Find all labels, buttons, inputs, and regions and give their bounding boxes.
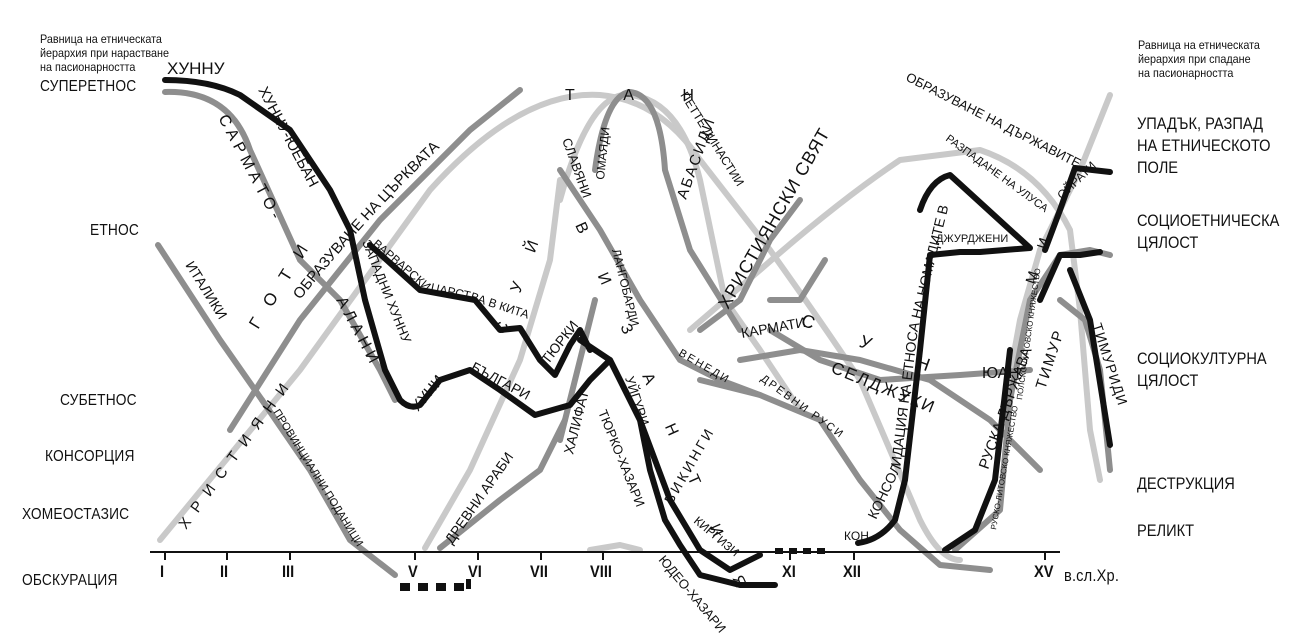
level-sotsiokulturna: СОЦИОКУЛТУРНА ЦЯЛОСТ (1137, 348, 1267, 392)
century-label: I (160, 562, 165, 581)
label-timur: ТИМУР (1033, 327, 1068, 391)
curve-ruska-black (942, 347, 1013, 553)
curve-sarmato-alani (162, 88, 398, 403)
label-suyi: С У Й (491, 225, 547, 337)
axis-ticks (164, 552, 1046, 560)
note-growth-line: Равница на етническата (40, 32, 162, 46)
label-hunnu: ХУННУ (167, 59, 225, 78)
curve-timuridi-black (1067, 267, 1113, 448)
level-upadak-line: НА ЕТНИЧЕСКОТО (1137, 136, 1271, 155)
curve-uyguri (577, 337, 763, 573)
century-label: VIII (590, 562, 612, 581)
curve-mongols (855, 172, 1033, 546)
black-curves (162, 77, 1113, 588)
level-homeostazis: ХОМЕОСТАЗИС (22, 506, 130, 523)
label-tan: Т А Н (565, 87, 716, 104)
level-relikt-line: РЕЛИКТ (1137, 521, 1195, 540)
century-label: XII (843, 562, 861, 581)
level-sotsioetnicheska-line: СОЦИОЕТНИЧЕСКА (1137, 211, 1280, 230)
level-upadak-line: УПАДЪК, РАЗПАД (1137, 114, 1263, 133)
level-superetnos: СУПЕРЕТНОС (40, 78, 137, 95)
century-label: VII (530, 562, 548, 581)
label-omayadi: ОМАЯДИ (593, 126, 612, 180)
curve-omayadi (592, 89, 743, 333)
level-sotsiokulturna-line: СОЦИОКУЛТУРНА (1137, 349, 1267, 368)
era-label: в.сл.Хр. (1064, 566, 1120, 585)
label-dzhurdzheni: ДЖУРДЖЕНИ (936, 233, 1008, 245)
curve-goti (227, 87, 523, 433)
label-hunnu-yueban: ХУННУ-ЮЕБАН (254, 84, 321, 190)
level-upadak-line: ПОЛЕ (1137, 158, 1179, 177)
level-destruktsiya: ДЕСТРУКЦИЯ (1137, 473, 1235, 495)
century-label: V (408, 562, 418, 581)
level-etnos: ЕТНОС (90, 222, 140, 239)
curve-xi-gray (767, 257, 828, 303)
curve-xii-light (587, 542, 643, 553)
century-label: II (220, 562, 229, 581)
curve-drevni-arabi (437, 417, 568, 551)
label-sarmato: С А Р М А Т О - (214, 112, 283, 222)
curve-italiki (155, 242, 265, 403)
label-hristiyanski: ХРИСТИЯНСКИ СВЯТ (714, 124, 834, 312)
level-obskuratsiya: ОБСКУРАЦИЯ (22, 572, 118, 589)
curve-sun (767, 327, 1033, 383)
note-growth-line: йерархия при нарастване (40, 46, 170, 60)
note-growth-line: на пасионарността (40, 60, 136, 74)
level-sotsioetnicheska-line: ЦЯЛОСТ (1137, 233, 1199, 252)
label-sun: С У Н (799, 310, 954, 383)
curve-ruska (952, 247, 1113, 553)
curve-abasidi (697, 197, 803, 333)
level-upadak: УПАДЪК, РАЗПАД НА ЕТНИЧЕСКОТО ПОЛЕ (1137, 113, 1271, 179)
label-drevni-rusi: ДРЕВНИ РУСИ (758, 373, 846, 442)
curve-provintsialni (259, 397, 398, 578)
note-decline-line: йерархия при спадане (1138, 52, 1251, 66)
level-relikt: РЕЛИКТ (1137, 520, 1194, 542)
century-label: XV (1034, 562, 1054, 581)
century-label: XI (782, 562, 796, 581)
century-label: III (282, 562, 295, 581)
curve-suyi (422, 177, 563, 551)
label-huni: ХУНИ (408, 372, 447, 414)
level-destruktsiya-line: ДЕСТРУКЦИЯ (1137, 474, 1235, 493)
note-growth: Равница на етническата йерархия при нара… (40, 32, 169, 74)
curve-drevni-rusi (697, 377, 993, 573)
level-sotsioetnicheska: СОЦИОЕТНИЧЕСКА ЦЯЛОСТ (1137, 210, 1279, 254)
label-konsolidatsiya: КОНСОЛИДАЦИЯ НА ЕТНОСА НА НОМАДИТЕ В МОН… (0, 0, 952, 521)
level-konsortsiya: КОНСОРЦИЯ (45, 448, 135, 465)
label-provintsialni: ПРОВИНЦИАЛНИ ПОДАНИЦИ (270, 407, 365, 549)
curve-oirati-black (1042, 165, 1113, 253)
note-decline-line: Равница на етническата (1138, 38, 1260, 52)
century-label: VI (468, 562, 482, 581)
note-decline: Равница на етническата йерархия при спад… (1138, 38, 1260, 80)
level-subetnos: СУБЕТНОС (60, 392, 137, 409)
level-sotsiokulturna-line: ЦЯЛОСТ (1137, 371, 1199, 390)
label-yuan: ЮАН (982, 365, 1020, 382)
curve-halifat (557, 297, 598, 443)
label-hristiyani: Х Р И С Т И Я Н И (175, 378, 294, 532)
note-decline-line: на пасионарността (1138, 66, 1234, 80)
curve-varvarski (367, 242, 593, 378)
label-kon: КОН (844, 529, 869, 543)
label-karmati: КАРМАТИ (740, 314, 807, 341)
curve-timur (1037, 249, 1103, 303)
curve-slavyani (557, 167, 763, 398)
